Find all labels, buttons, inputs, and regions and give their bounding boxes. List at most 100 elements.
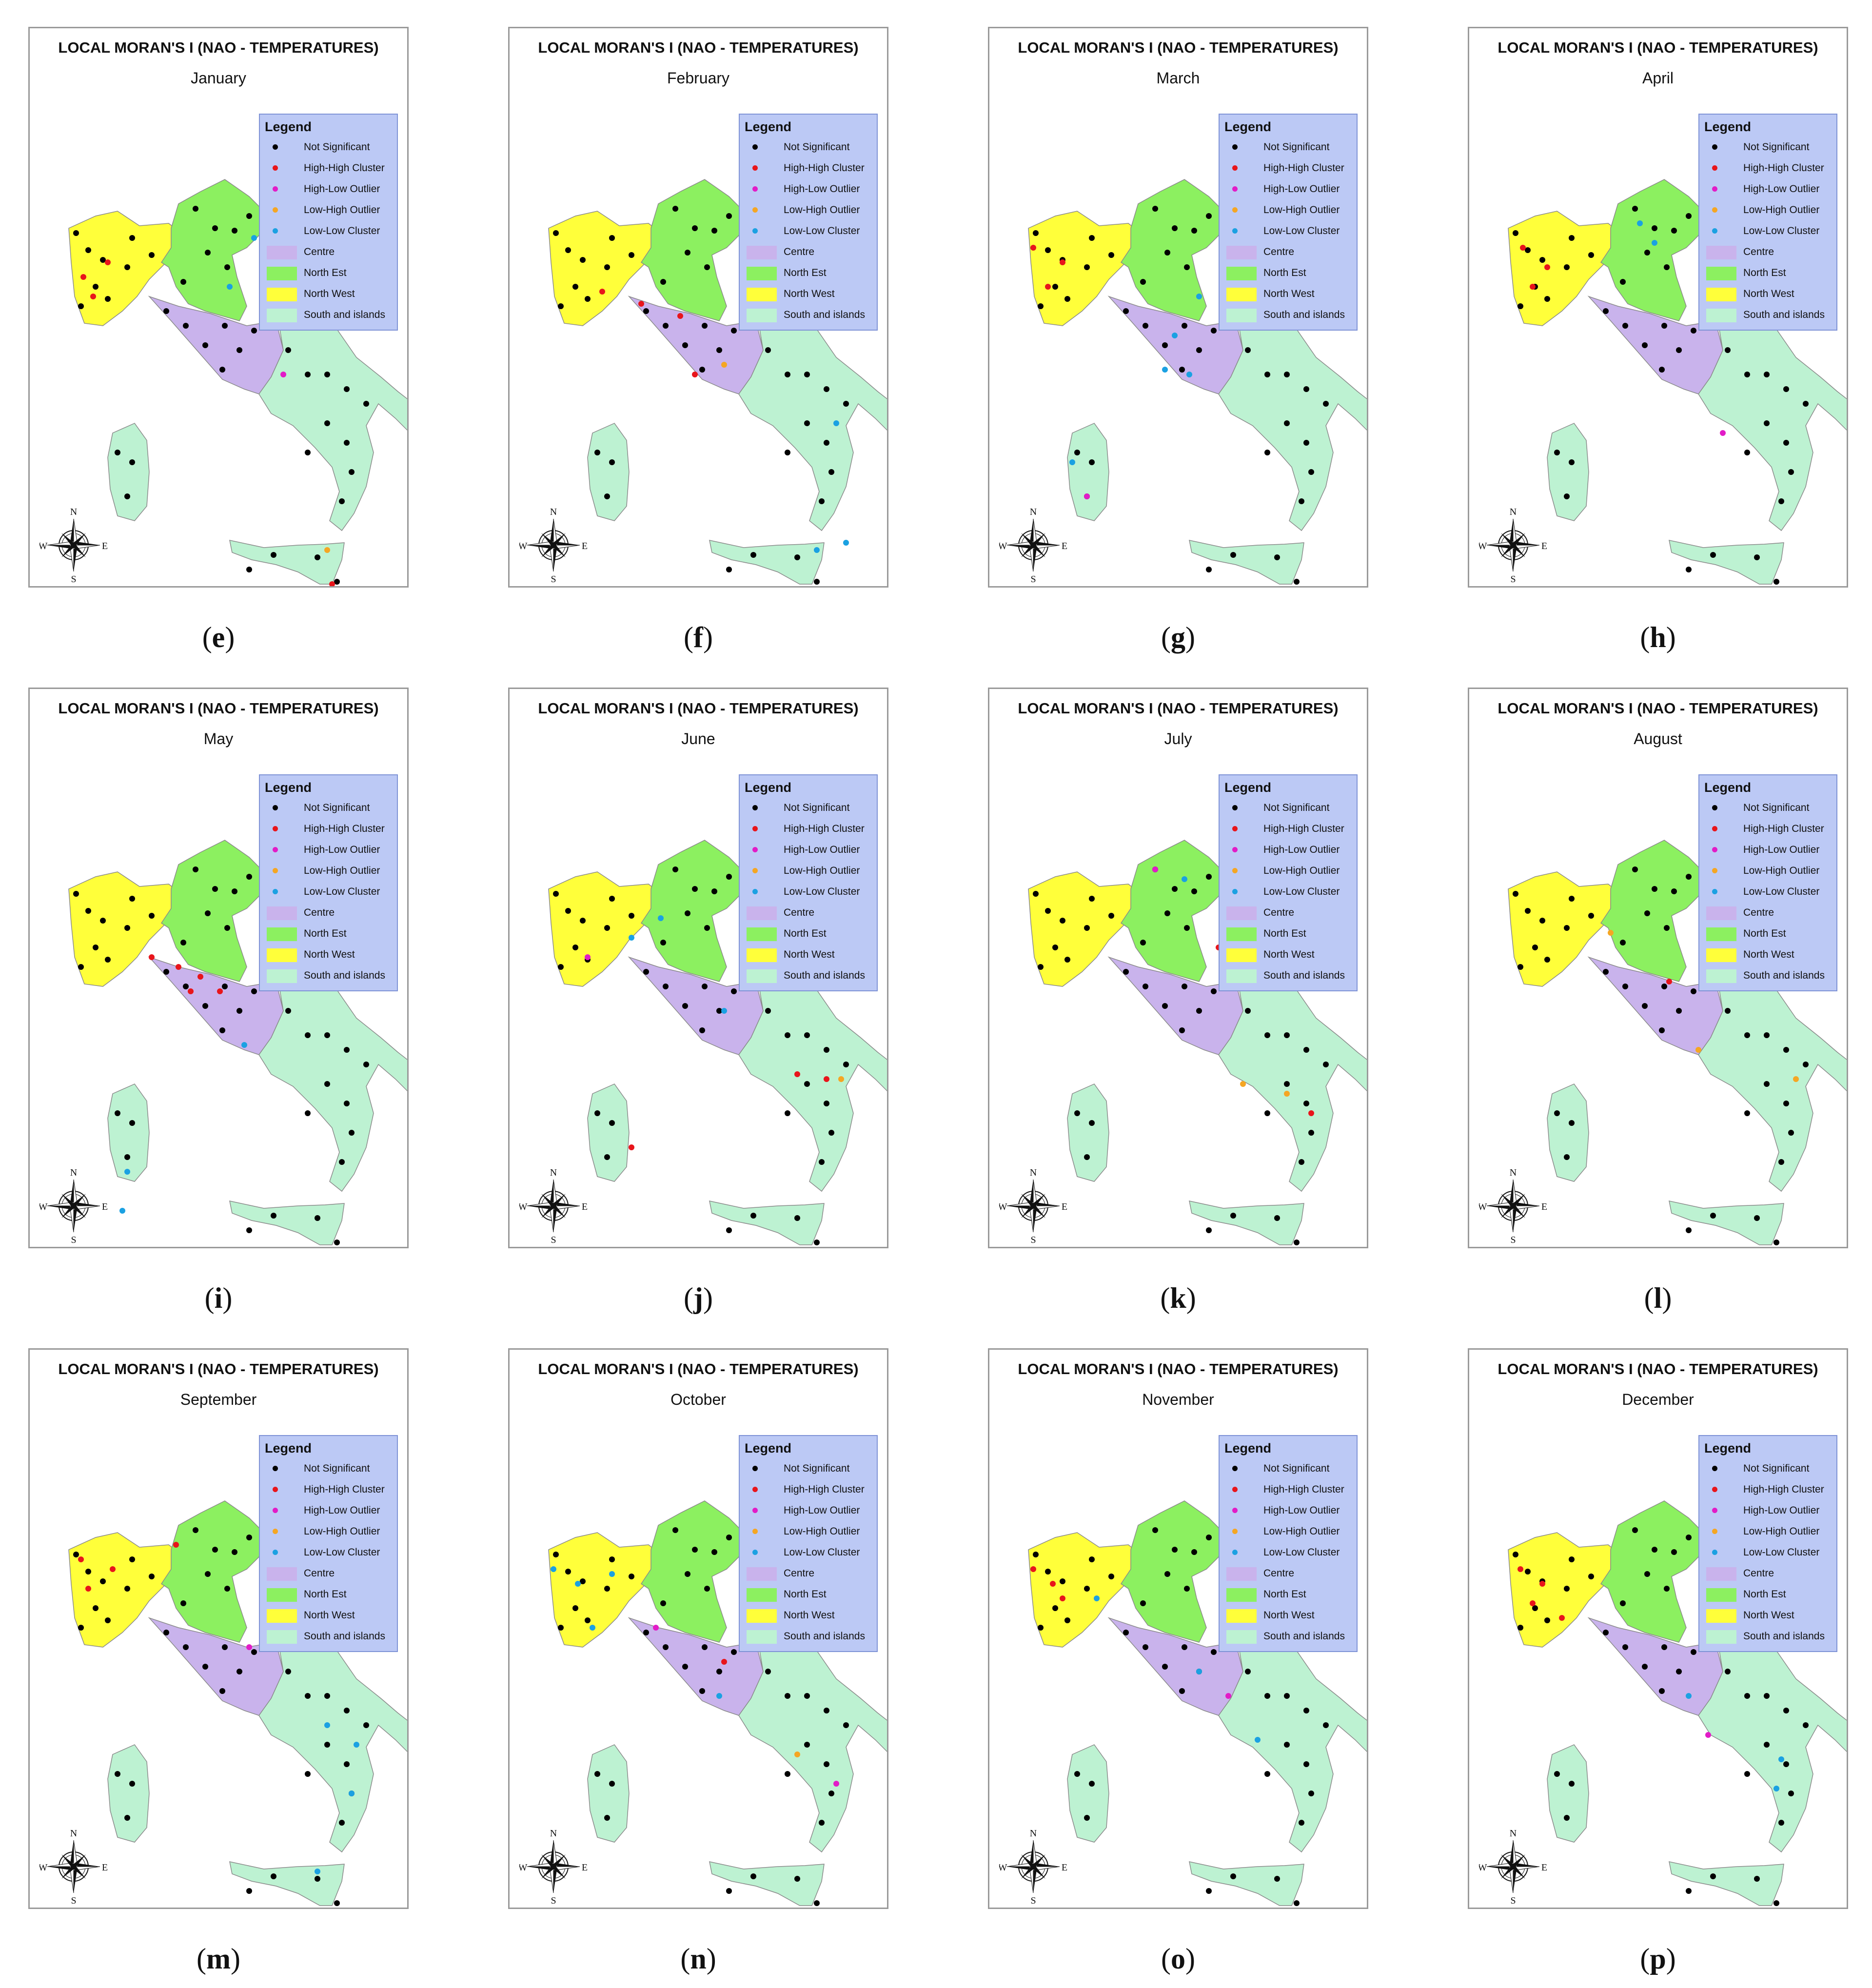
station-point: [224, 925, 230, 931]
legend-item: Low-High Outlier: [1223, 1523, 1355, 1541]
station-point: [124, 493, 130, 499]
station-point: [1671, 228, 1677, 234]
region-south-and-islands: [1698, 944, 1847, 1192]
station-point: [1191, 888, 1197, 894]
station-point: [1123, 1630, 1129, 1635]
station-point: [685, 1571, 690, 1577]
legend-item: North Est: [264, 925, 395, 943]
region-sicily: [229, 1201, 345, 1245]
station-point: [1245, 1008, 1251, 1014]
station-point: [115, 1110, 120, 1116]
legend-item: Centre: [264, 905, 395, 922]
station-point: [73, 891, 79, 897]
station-point: [85, 1569, 91, 1575]
legend-item: Low-High Outlier: [1703, 863, 1835, 880]
station-point: [1294, 1240, 1300, 1245]
station-point: [1323, 401, 1329, 407]
station-point: [251, 328, 257, 334]
legend-dot-symbol: [752, 868, 758, 873]
panel-month: October: [670, 1391, 726, 1408]
legend-title: Legend: [265, 780, 312, 795]
panel-caption-f: (f): [684, 621, 713, 653]
legend-label: South and islands: [1743, 970, 1825, 981]
legend-label: Low-Low Cluster: [304, 1547, 380, 1558]
legend-title: Legend: [1224, 1441, 1272, 1456]
region-sardinia: [587, 423, 630, 521]
station-point: [1530, 1600, 1536, 1606]
station-point: [334, 1240, 340, 1245]
legend-item: Low-Low Cluster: [744, 1544, 875, 1562]
legend-patch-symbol: [1226, 1567, 1257, 1581]
map-panel-j: LOCAL MORAN'S I (NAO - TEMPERATURES) June…: [508, 688, 888, 1248]
italy-map: [1028, 1500, 1367, 1906]
station-point: [1045, 247, 1051, 253]
region-south-and-islands: [1698, 283, 1847, 531]
station-point: [85, 1586, 91, 1592]
station-point: [78, 964, 84, 970]
station-point: [765, 1669, 771, 1674]
station-point: [1564, 493, 1570, 499]
italy-map: [548, 840, 887, 1245]
station-point: [1564, 925, 1570, 931]
station-point: [124, 925, 130, 931]
station-point: [271, 552, 276, 558]
station-point: [663, 323, 669, 329]
legend-dot-symbol: [1712, 144, 1717, 150]
station-point: [1064, 1617, 1070, 1623]
legend-dot-symbol: [273, 889, 278, 894]
station-point: [219, 1027, 225, 1033]
italy-map: [1508, 840, 1847, 1245]
legend-item: Centre: [744, 244, 875, 261]
station-point: [124, 1815, 130, 1821]
region-south-and-islands: [1218, 1605, 1367, 1853]
legend-label: Low-Low Cluster: [1263, 225, 1340, 236]
station-point: [653, 1625, 659, 1631]
station-point: [193, 206, 198, 212]
station-point: [672, 1527, 678, 1533]
compass-label-s: S: [1510, 1895, 1516, 1906]
region-sicily: [1189, 540, 1304, 585]
station-point: [1274, 554, 1280, 560]
legend-patch-symbol: [747, 1630, 777, 1644]
station-point: [197, 974, 203, 980]
legend-item: North Est: [1223, 1586, 1355, 1604]
legend-patch-symbol: [1226, 288, 1257, 301]
compass-label-n: N: [1510, 1828, 1517, 1839]
legend-dot-symbol: [1712, 165, 1717, 171]
legend-dot-symbol: [273, 186, 278, 192]
station-point: [585, 954, 591, 960]
legend-box: Legend Not Significant High-High Cluster Hi…: [1219, 1435, 1358, 1652]
station-point: [105, 957, 111, 963]
compass-rose-icon: N S W E: [1479, 1167, 1547, 1245]
station-point: [1211, 988, 1217, 994]
compass-label-w: W: [999, 1201, 1007, 1212]
station-point: [1744, 372, 1750, 377]
compass-label-e: E: [102, 541, 108, 551]
region-centre: [1587, 295, 1723, 394]
legend-label: South and islands: [1743, 309, 1825, 320]
station-point: [93, 284, 99, 290]
station-point: [1793, 1076, 1799, 1082]
station-point: [1074, 1110, 1080, 1116]
station-point: [1162, 367, 1168, 373]
compass-rose-icon: N S W E: [39, 507, 108, 584]
compass-label-n: N: [70, 1167, 77, 1178]
station-point: [604, 264, 610, 270]
station-point: [315, 554, 320, 560]
station-point: [1284, 1081, 1290, 1087]
legend-label: Low-High Outlier: [1263, 204, 1340, 216]
compass-label-n: N: [550, 1167, 557, 1178]
legend-dot-symbol: [1712, 186, 1717, 192]
station-point: [814, 1240, 820, 1245]
legend-label: North West: [1743, 288, 1794, 299]
station-point: [1164, 910, 1170, 916]
station-point: [1803, 1062, 1809, 1067]
legend-label: Centre: [304, 1568, 335, 1579]
station-point: [1206, 1888, 1212, 1894]
station-point: [1143, 323, 1148, 329]
legend-label: Low-High Outlier: [304, 865, 380, 876]
legend-label: High-Low Outlier: [304, 1505, 380, 1516]
station-point: [1686, 567, 1692, 572]
station-point: [1179, 1688, 1185, 1694]
station-point: [1588, 1574, 1594, 1579]
